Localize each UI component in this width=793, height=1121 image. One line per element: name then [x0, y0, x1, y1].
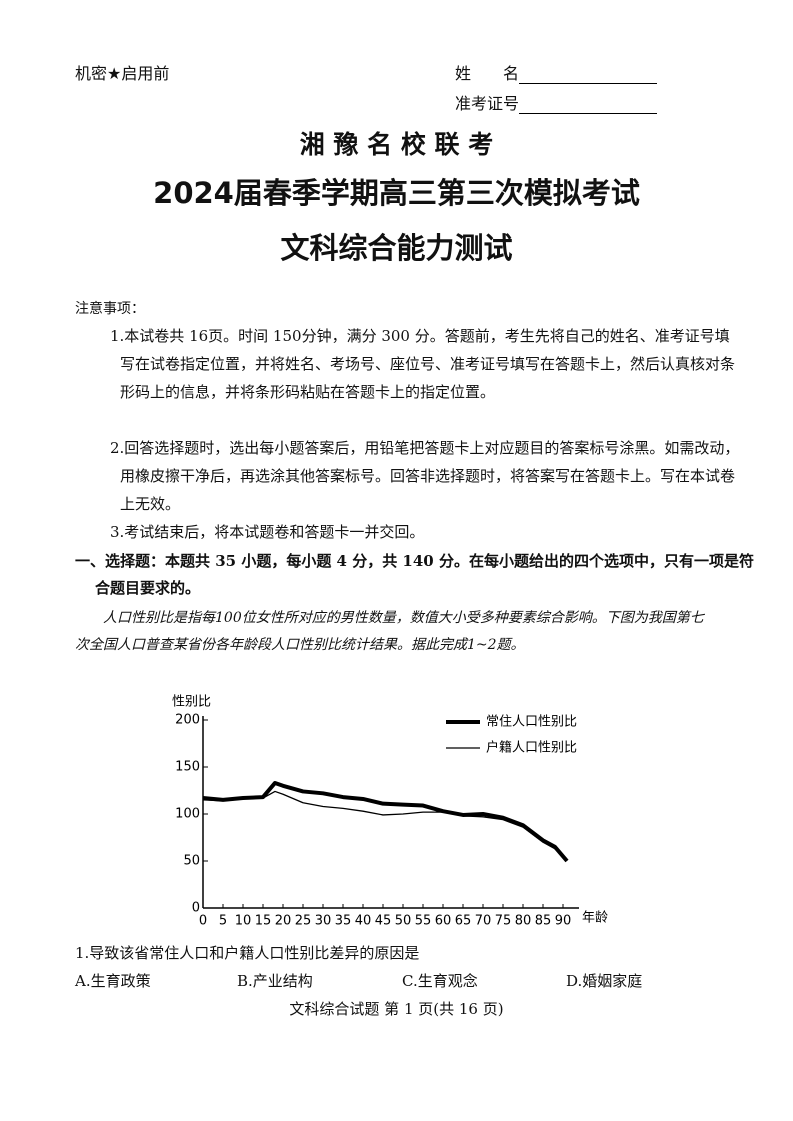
option: D.婚姻家庭 — [566, 972, 643, 990]
x-tick-label: 20 — [275, 914, 292, 929]
name-label: 姓 名 — [455, 64, 520, 83]
id-field: 准考证号 — [455, 90, 658, 114]
y-tick-label: 50 — [183, 854, 200, 869]
option: C.生育观念 — [402, 972, 478, 990]
name-field: 姓 名 — [455, 60, 658, 84]
x-tick-label: 70 — [475, 914, 492, 929]
x-tick-label: 0 — [199, 914, 207, 929]
legend-label: 户籍人口性别比 — [486, 740, 577, 756]
x-tick-label: 60 — [435, 914, 452, 929]
x-tick-label: 40 — [355, 914, 372, 929]
x-tick-label: 30 — [315, 914, 332, 929]
x-tick-label: 85 — [535, 914, 552, 929]
y-axis-label: 性别比 — [172, 695, 211, 710]
subject: 文科综合能力测试 — [280, 231, 513, 265]
x-tick-label: 75 — [495, 914, 512, 929]
notice-item: 2.回答选择题时，选出每小题答案后，用铅笔把答题卡上对应题目的答案标号涂黑。如需… — [110, 439, 740, 513]
org: 湘 豫 名 校 联 考 — [299, 130, 494, 159]
x-tick-label: 15 — [255, 914, 272, 929]
y-tick-label: 200 — [175, 713, 200, 728]
y-tick-label: 100 — [175, 807, 200, 822]
x-tick-label: 5 — [219, 914, 227, 929]
x-tick-label: 35 — [335, 914, 352, 929]
secret: 机密★启用前 — [75, 64, 170, 83]
notice-item: 3.考试结束后，将本试题卷和答题卡一并交回。 — [110, 523, 425, 541]
x-axis-label: 年龄 — [582, 911, 608, 926]
series-line — [202, 780, 569, 863]
option: B.产业结构 — [237, 972, 313, 990]
id-label: 准考证号 — [455, 94, 520, 113]
x-tick-label: 90 — [555, 914, 572, 929]
x-tick-label: 80 — [515, 914, 532, 929]
passage: 人口性别比是指每100位女性所对应的男性数量，数值大小受多种要素综合影响。下图为… — [75, 610, 704, 653]
y-tick-label: 0 — [192, 901, 200, 916]
x-tick-label: 55 — [415, 914, 432, 929]
series-line — [202, 790, 568, 860]
y-tick-label: 150 — [175, 760, 200, 775]
footer: 文科综合试题 第 1 页(共 16 页) — [289, 1000, 504, 1018]
x-tick-label: 45 — [375, 914, 392, 929]
exam-title: 2024届春季学期高三第三次模拟考试 — [153, 176, 640, 210]
section: 一、选择题：本题共 35 小题，每小题 4 分，共 140 分。在每小题给出的四… — [75, 552, 754, 597]
x-tick-label: 10 — [235, 914, 252, 929]
notice-item: 1.本试卷共 16页。时间 150分钟，满分 300 分。答题前，考生先将自己的… — [110, 327, 736, 401]
x-tick-label: 50 — [395, 914, 412, 929]
x-tick-label: 65 — [455, 914, 472, 929]
x-tick-label: 25 — [295, 914, 312, 929]
option: A.生育政策 — [75, 972, 151, 990]
notice-heading: 注意事项： — [75, 301, 145, 317]
legend-label: 常住人口性别比 — [486, 715, 577, 730]
question-stem: 1.导致该省常住人口和户籍人口性别比差异的原因是 — [75, 944, 420, 962]
